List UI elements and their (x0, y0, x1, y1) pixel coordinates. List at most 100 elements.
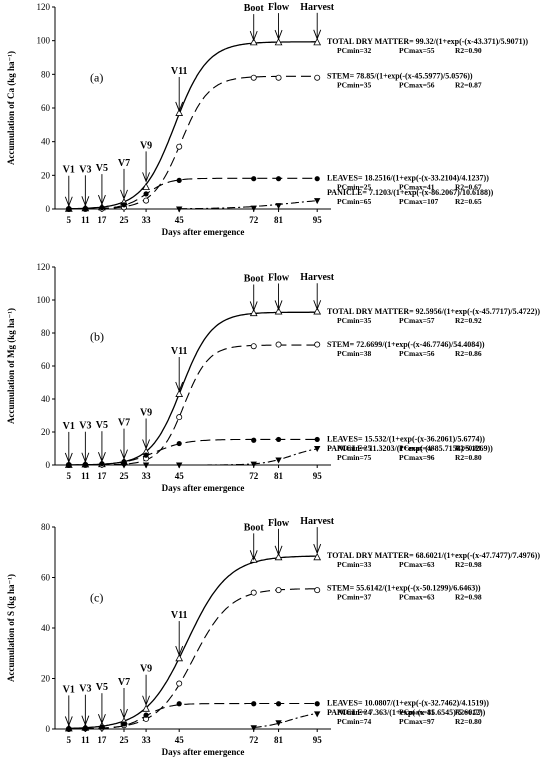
data-point (176, 701, 182, 707)
y-tick-label: 100 (37, 36, 51, 46)
series-line-stem (68, 75, 318, 210)
stat-pcmax: PCmax=41 (399, 708, 435, 717)
x-tick-label: 33 (142, 471, 152, 481)
stage-label: Flow (268, 272, 290, 283)
y-tick-label: 80 (41, 69, 51, 79)
x-tick-label: 81 (274, 735, 284, 745)
chart-panel-0: 0 20 40 60 80 100 120 5 11 17 25 33 45 72 81 95 Days aft… (6, 2, 528, 237)
x-tick-label: 45 (175, 471, 185, 481)
stage-arrowhead (98, 194, 106, 206)
stage-arrowhead (175, 645, 184, 657)
data-point (175, 389, 184, 397)
data-point (251, 437, 257, 443)
stat-pcmin: PCmin=74 (337, 717, 372, 726)
series-line-stem (68, 588, 318, 730)
stat-pcmin: PCmin=25 (337, 443, 372, 452)
data-point (175, 653, 184, 662)
data-point (275, 176, 282, 182)
stat-pcmax: PCmax=63 (399, 593, 435, 602)
stat-pcmax: PCmax=56 (399, 80, 435, 89)
stat-pcmin: PCmin=35 (337, 80, 372, 89)
stat-pcmin: PCmin=25 (337, 182, 372, 191)
stage-arrowhead (142, 695, 150, 706)
y-tick-label: 20 (41, 674, 51, 684)
series-equation: STEM= 78.85/(1+exp(-(x-45.5977)/5.0576)) (327, 71, 473, 80)
stage-arrowhead (120, 449, 128, 460)
data-point (142, 462, 150, 469)
stage-label: Harvest (300, 272, 335, 283)
data-point (143, 452, 149, 458)
stat-pcmax: PCmax=57 (399, 316, 435, 325)
x-tick-label: 11 (81, 471, 90, 481)
stat-r2: R2=0.98 (455, 560, 482, 569)
data-point (274, 38, 283, 46)
stat-r2: R2=0.86 (455, 349, 482, 358)
stage-label: V9 (140, 408, 152, 419)
stat-pcmin: PCmin=33 (337, 560, 372, 569)
stat-pcmax: PCmax=107 (399, 197, 439, 206)
stage-arrowhead (64, 452, 73, 464)
stage-label: V3 (79, 684, 91, 695)
y-tick-label: 40 (41, 137, 51, 147)
data-point (250, 343, 257, 350)
stage-arrowhead (249, 550, 258, 561)
data-point (82, 205, 88, 212)
series-line-panicle (179, 200, 318, 210)
data-point (250, 589, 257, 596)
data-point (121, 202, 127, 208)
y-tick-label: 0 (46, 204, 51, 214)
data-point (313, 552, 322, 561)
data-point (143, 191, 149, 197)
data-point (274, 307, 283, 315)
data-point (176, 680, 183, 687)
stage-label: Flow (268, 2, 290, 13)
data-point (176, 462, 183, 469)
data-point (275, 74, 282, 81)
data-point (143, 197, 150, 204)
stage-label: Boot (244, 522, 265, 533)
x-tick-label: 25 (120, 215, 130, 225)
series-equation: LEAVES= 10.0807/(1+exp(-(x-32.7462)/4.15… (327, 699, 489, 708)
data-point (176, 177, 182, 183)
chart-panel-1: 0 20 40 60 80 100 120 5 11 17 25 33 45 72 81 95 Days aft… (6, 262, 540, 493)
y-tick-label: 120 (37, 262, 51, 272)
data-point (99, 724, 105, 730)
series-equation: STEM= 55.6142/(1+exp(-(x-50.1299)/6.6463… (327, 584, 481, 593)
stage-arrowhead (81, 196, 90, 207)
series-line-stem (68, 344, 318, 466)
stat-pcmin: PCmin=38 (337, 349, 372, 358)
series-equation: STEM= 72.6699/(1+exp(-(x-46.7746)/54.408… (327, 340, 485, 349)
stage-arrowhead (81, 715, 90, 726)
data-point (142, 704, 150, 712)
stage-arrowhead (120, 708, 128, 720)
x-tick-label: 11 (81, 215, 90, 225)
stage-label: V7 (118, 677, 130, 688)
y-tick-label: 20 (41, 170, 51, 180)
data-point (250, 725, 257, 732)
data-point (176, 143, 183, 150)
x-tick-label: 95 (313, 215, 323, 225)
y-tick-label: 60 (41, 103, 51, 113)
data-point (251, 176, 257, 182)
y-tick-label: 40 (41, 623, 51, 633)
x-tick-label: 81 (274, 215, 284, 225)
x-axis-label: Days after emergence (162, 227, 245, 237)
stat-r2: R2=0.65 (455, 197, 482, 206)
data-point (275, 457, 282, 464)
data-point (142, 182, 150, 191)
data-point (66, 726, 72, 732)
stage-arrowhead (249, 301, 258, 312)
data-point (176, 414, 183, 421)
y-axis-label: Accumulation of Mg (kg ha⁻¹) (6, 308, 16, 424)
series-equation: TOTAL DRY MATTER= 92.5956/(1+exp(-(x-45.… (327, 307, 540, 316)
stage-label: V1 (63, 684, 75, 695)
stage-label: V1 (63, 421, 75, 432)
stage-arrowhead (175, 101, 184, 113)
stage-label: V5 (96, 420, 108, 431)
y-tick-label: 20 (41, 427, 51, 437)
data-point (176, 206, 183, 213)
y-tick-label: 60 (41, 573, 51, 583)
data-point (66, 206, 72, 212)
x-tick-label: 72 (249, 735, 259, 745)
